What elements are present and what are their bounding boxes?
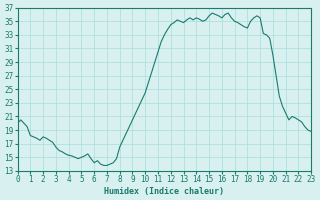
X-axis label: Humidex (Indice chaleur): Humidex (Indice chaleur) (104, 187, 224, 196)
